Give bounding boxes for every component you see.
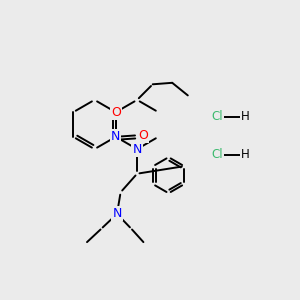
Text: Cl: Cl bbox=[212, 148, 223, 161]
Text: H: H bbox=[241, 148, 250, 161]
Text: O: O bbox=[111, 106, 121, 119]
Text: H: H bbox=[241, 110, 250, 124]
Text: N: N bbox=[132, 142, 142, 156]
Text: N: N bbox=[111, 130, 121, 143]
Text: N: N bbox=[112, 207, 122, 220]
Text: Cl: Cl bbox=[212, 110, 223, 124]
Text: O: O bbox=[138, 129, 148, 142]
